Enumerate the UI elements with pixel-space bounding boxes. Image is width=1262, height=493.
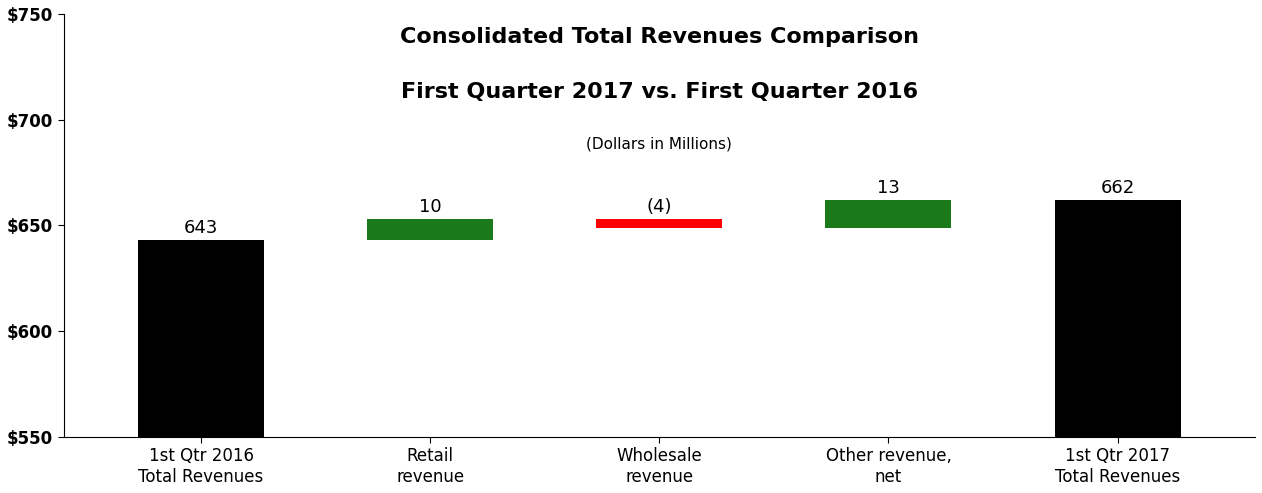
Text: (Dollars in Millions): (Dollars in Millions): [587, 137, 732, 151]
Bar: [367, 219, 493, 240]
Text: 13: 13: [877, 179, 900, 197]
Text: (4): (4): [646, 198, 673, 216]
Bar: [597, 219, 722, 227]
Text: 643: 643: [184, 219, 218, 237]
Bar: [138, 240, 264, 437]
Bar: [825, 200, 952, 227]
Text: Consolidated Total Revenues Comparison: Consolidated Total Revenues Comparison: [400, 27, 919, 47]
Text: 10: 10: [419, 198, 442, 216]
Text: 662: 662: [1100, 179, 1135, 197]
Text: First Quarter 2017 vs. First Quarter 2016: First Quarter 2017 vs. First Quarter 201…: [401, 82, 917, 102]
Bar: [1055, 200, 1180, 437]
